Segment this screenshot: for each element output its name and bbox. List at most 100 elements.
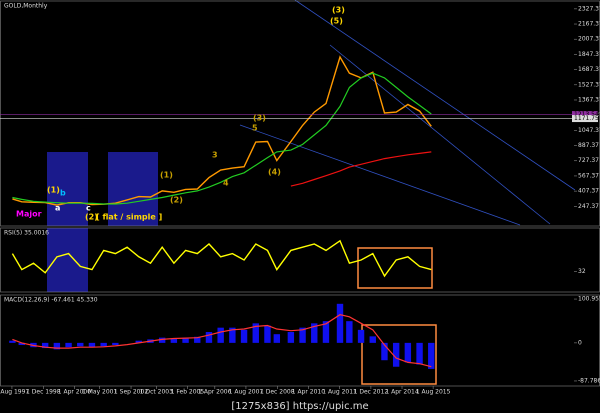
- x-tick-label: 1 Dec 1998: [26, 389, 61, 396]
- highlight-box: [108, 152, 158, 226]
- series-line: [11, 239, 432, 278]
- price-box: [572, 115, 598, 123]
- histogram-bar: [18, 342, 25, 346]
- wave-label: 5: [252, 124, 258, 133]
- y-tick-label: 100.9554: [578, 296, 600, 303]
- histogram-bar: [158, 337, 166, 343]
- histogram-bar: [299, 327, 306, 343]
- histogram-bar: [100, 342, 107, 347]
- y-tick-label: 1687.37: [578, 66, 600, 73]
- x-tick-label: 1 Feb 2005: [171, 389, 205, 396]
- histogram-bar: [240, 329, 248, 343]
- x-tick-label: 1 Aug 2007: [229, 389, 264, 396]
- histogram-bar: [287, 332, 295, 343]
- x-tick-label: 1 Apr 2014: [385, 389, 418, 396]
- channel-line: [239, 124, 521, 226]
- price-label: 1213.54: [574, 111, 599, 118]
- panel-title: GOLD,Monthly: [4, 3, 48, 10]
- y-tick-label: 727.37: [578, 157, 599, 164]
- x-tick-label: 1 Aug 2015: [416, 389, 451, 396]
- wave-label: (5): [330, 17, 343, 26]
- x-tick-label: 1 Dec 2012: [354, 389, 389, 396]
- y-tick-label: 1527.37: [578, 81, 600, 88]
- wave-label: 3: [212, 151, 218, 160]
- histogram-bar: [357, 329, 365, 343]
- histogram-bar: [65, 342, 72, 348]
- histogram-bar: [369, 336, 376, 343]
- wave-label: a: [55, 204, 60, 213]
- panel-title: RSI(5) 35.0016: [4, 230, 49, 237]
- y-tick-label: 887.37: [578, 142, 599, 149]
- x-tick-label: 1 Apr 2000: [58, 389, 91, 396]
- plots: GOLD,Monthly 2327.37 2167.37 2007.37 1847.37…: [0, 0, 600, 396]
- y-tick-label: 247.37: [578, 203, 599, 210]
- histogram-bar: [170, 338, 178, 343]
- x-tick-label: 1 Aug 2011: [322, 389, 357, 396]
- y-tick-label: 2167.37: [578, 21, 600, 28]
- wave-label: 4: [223, 179, 229, 188]
- histogram-bar: [194, 336, 201, 343]
- y-tick-label: 1367.37: [578, 96, 600, 103]
- histogram-bar: [381, 342, 388, 361]
- y-tick-label: 407.37: [578, 188, 599, 195]
- histogram-bar: [322, 321, 330, 343]
- histogram-bar: [252, 323, 259, 343]
- focus-box: [357, 247, 433, 289]
- histogram-bar: [217, 327, 224, 343]
- wave-label: (3): [332, 6, 345, 15]
- y-tick-label: 32: [578, 268, 586, 275]
- price-label: 1171.75: [574, 115, 599, 122]
- wave-label: c: [86, 204, 91, 213]
- histogram-bar: [41, 342, 49, 349]
- wave-label: (2): [85, 213, 98, 222]
- watermark: [1275x836] https://upic.me: [231, 401, 368, 412]
- histogram-bar: [229, 327, 236, 343]
- wave-label: b: [60, 189, 66, 198]
- highlight-box: [47, 228, 88, 292]
- histogram-bar: [53, 342, 61, 350]
- histogram-bar: [77, 342, 84, 347]
- y-tick-label: 2007.37: [578, 36, 600, 43]
- histogram-bar: [392, 342, 400, 367]
- x-tick-label: 1 Sep 2002: [114, 389, 148, 396]
- histogram-bar: [135, 340, 142, 343]
- histogram-bar: [205, 332, 213, 343]
- histogram-bar: [182, 337, 189, 343]
- price-box: [572, 111, 598, 119]
- wave-label: (1): [160, 171, 173, 180]
- y-tick-label: 0: [578, 339, 582, 346]
- x-tick-label: 1 May 2001: [82, 389, 117, 396]
- histogram-bar: [416, 342, 423, 365]
- histogram-bar: [346, 321, 353, 343]
- histogram-bar: [336, 303, 344, 343]
- y-tick-label: 1047.37: [578, 127, 600, 134]
- series-line: [12, 314, 432, 368]
- x-tick-label: 1 Oct 2003: [140, 389, 173, 396]
- histogram-bar: [311, 323, 318, 343]
- histogram-bar: [9, 340, 16, 343]
- y-tick-label: -87.7867: [578, 377, 600, 384]
- x-tick-label: 1 Dec 2008: [260, 389, 295, 396]
- channel-line: [294, 0, 576, 191]
- highlight-box: [47, 152, 88, 226]
- wave-label: [ flat / simple ]: [96, 213, 162, 222]
- wave-label: (4): [268, 168, 281, 177]
- wave-label: (3): [253, 114, 266, 123]
- panel-title: MACD(12,26,9) -67.461 45.330: [4, 297, 98, 304]
- y-tick-label: 567.37: [578, 172, 599, 179]
- histogram-bar: [264, 325, 271, 343]
- series-line: [12, 72, 432, 205]
- histogram-bar: [112, 342, 119, 346]
- focus-box: [361, 324, 437, 385]
- wave-label: Major: [16, 210, 42, 219]
- histogram-bar: [428, 342, 435, 369]
- x-tick-label: 1 Apr 2010: [292, 389, 325, 396]
- histogram-bar: [404, 342, 412, 363]
- histogram-bar: [88, 342, 96, 348]
- x-tick-label: 1 Aug 1997: [0, 389, 29, 396]
- wave-label: (2): [170, 196, 183, 205]
- y-tick-label: 1847.37: [578, 51, 600, 58]
- histogram-bar: [273, 334, 281, 343]
